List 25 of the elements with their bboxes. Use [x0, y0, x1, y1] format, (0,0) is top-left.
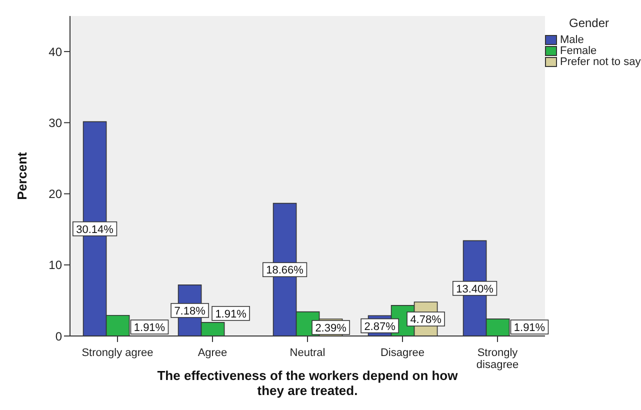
- data-label: 4.78%: [410, 314, 442, 326]
- legend-label: Male: [560, 34, 584, 46]
- data-label: 7.18%: [174, 305, 206, 318]
- x-tick-label: Agree: [198, 347, 228, 359]
- data-label: 18.66%: [266, 264, 304, 277]
- x-axis-title: The effectiveness of the workers depend on how they are treated.: [157, 368, 459, 398]
- x-tick-label: Disagree: [380, 347, 425, 359]
- x-tick-label: Strongly disagree: [476, 347, 519, 371]
- y-axis-title: Percent: [14, 151, 30, 200]
- annotation: 1.91%: [514, 322, 546, 334]
- data-label: 2.87%: [364, 320, 396, 333]
- y-tick-label: 20: [48, 187, 62, 202]
- legend-label: Female: [560, 44, 597, 56]
- y-tick-label: 40: [48, 44, 62, 59]
- data-label: 30.14%: [76, 224, 114, 236]
- y-tick-label: 0: [55, 329, 62, 344]
- legend-title: Gender: [568, 16, 610, 30]
- annotation: 1.91%: [134, 322, 166, 334]
- legend-label: Prefer not to say: [560, 56, 641, 68]
- y-tick-label: 10: [48, 258, 62, 272]
- y-tick-label: 30: [48, 116, 62, 130]
- x-tick-label: Neutral: [290, 347, 326, 359]
- data-label: 13.40%: [456, 283, 494, 296]
- x-tick-label: Strongly agree: [82, 347, 154, 359]
- data-label: 1.91%: [215, 308, 247, 320]
